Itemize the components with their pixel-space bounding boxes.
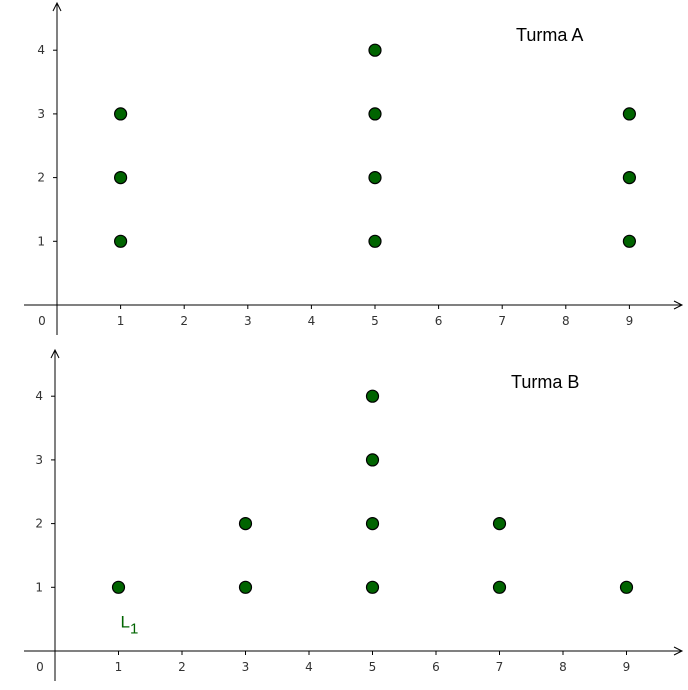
data-point — [111, 580, 126, 594]
data-point — [368, 171, 382, 185]
chart-title: Turma B — [511, 372, 579, 392]
x-tick-label: 2 — [180, 314, 188, 328]
data-point — [368, 234, 382, 248]
point-label-text: L — [121, 612, 130, 631]
point-label-subscript: 1 — [130, 620, 138, 637]
data-point — [238, 516, 253, 531]
chart-turma-a: Turma A 0 1 2 3 4 5 6 7 8 9 1 2 3 4 — [24, 1, 684, 335]
x-tick-label: 1 — [117, 314, 125, 328]
data-point — [238, 580, 253, 594]
x-tick-label: 3 — [242, 660, 250, 674]
data-point — [368, 107, 382, 121]
y-axis-arrow — [52, 1, 62, 12]
x-tick-label: 9 — [626, 314, 634, 328]
data-point — [113, 107, 128, 121]
x-tick-label: 2 — [178, 660, 186, 674]
x-tick-label: 0 — [38, 314, 46, 328]
x-tick-label: 9 — [623, 660, 631, 674]
chart-title: Turma A — [516, 25, 583, 45]
x-tick-label: 3 — [244, 314, 252, 328]
point-label: L1 — [121, 612, 139, 637]
data-point — [492, 516, 507, 531]
data-point — [622, 107, 637, 121]
x-tick-label: 4 — [308, 314, 316, 328]
x-tick-label: 5 — [369, 660, 377, 674]
data-point — [622, 171, 637, 185]
data-point — [365, 516, 380, 531]
y-tick-label: 1 — [37, 234, 45, 248]
data-point — [365, 453, 380, 467]
data-point — [113, 171, 128, 185]
data-point — [113, 234, 128, 248]
x-tick-label: 6 — [435, 314, 443, 328]
x-tick-label: 7 — [496, 660, 504, 674]
y-tick-label: 4 — [35, 389, 43, 403]
x-tick-label: 5 — [371, 314, 379, 328]
x-tick-label: 8 — [559, 660, 567, 674]
data-point — [492, 580, 507, 594]
y-tick-label: 4 — [37, 43, 45, 57]
data-point — [368, 43, 382, 57]
x-tick-label: 7 — [498, 314, 506, 328]
y-tick-label: 2 — [37, 171, 45, 185]
data-point — [365, 580, 380, 594]
y-tick-label: 1 — [35, 580, 43, 594]
y-axis-arrow — [50, 348, 60, 359]
x-tick-label: 8 — [562, 314, 570, 328]
x-axis-arrow — [673, 300, 684, 310]
data-point — [619, 580, 634, 594]
y-tick-label: 3 — [35, 453, 43, 467]
data-point — [365, 389, 380, 403]
y-tick-label: 3 — [37, 107, 45, 121]
data-point — [622, 234, 637, 248]
x-tick-label: 1 — [115, 660, 123, 674]
x-tick-label: 6 — [432, 660, 440, 674]
x-tick-label: 0 — [36, 660, 44, 674]
x-tick-label: 4 — [305, 660, 313, 674]
y-tick-label: 2 — [35, 517, 43, 531]
x-axis-arrow — [673, 646, 684, 656]
